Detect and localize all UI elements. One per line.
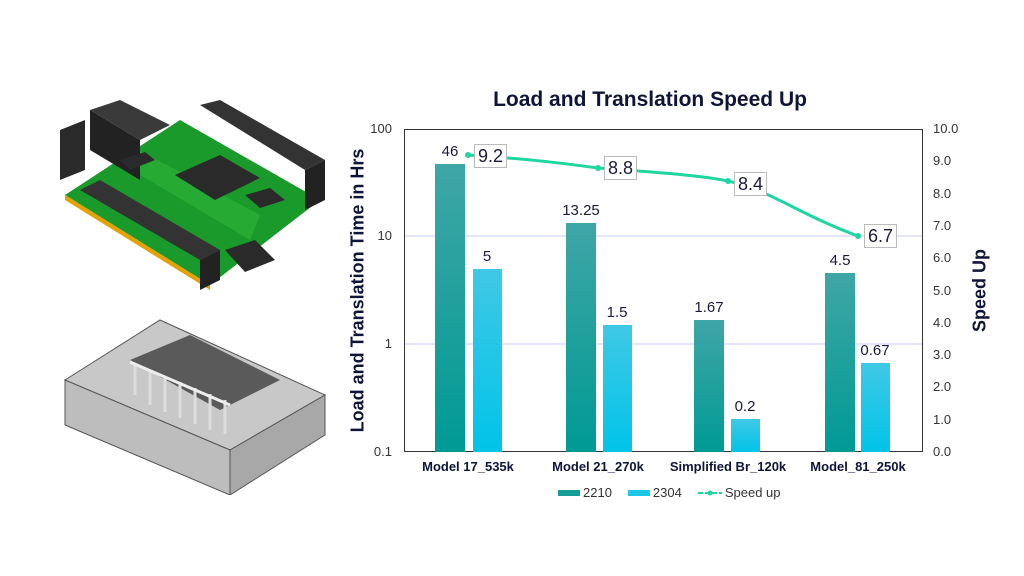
y-tick-right: 5.0 bbox=[933, 283, 952, 298]
y-tick-left: 100 bbox=[370, 121, 392, 136]
y-tick-right: 6.0 bbox=[933, 250, 952, 265]
legend-label: 2210 bbox=[583, 485, 612, 500]
bar-label-2304: 1.5 bbox=[606, 304, 628, 321]
y-tick-left: 0.1 bbox=[373, 444, 392, 459]
y-tick-right: 2.0 bbox=[933, 379, 952, 394]
speedup-label: 9.2 bbox=[474, 144, 508, 168]
chart-title: Load and Translation Speed Up bbox=[493, 88, 807, 111]
bar-2210-1 bbox=[566, 223, 596, 452]
bar-2304-3 bbox=[861, 363, 890, 452]
bar-2210-2 bbox=[694, 320, 724, 452]
bar-label-2210: 46 bbox=[441, 143, 459, 160]
speedup-label: 8.4 bbox=[734, 172, 768, 196]
speedup-label: 8.8 bbox=[604, 156, 638, 180]
bar-2304-0 bbox=[473, 269, 502, 452]
y-tick-right: 9.0 bbox=[933, 153, 952, 168]
legend-label: 2304 bbox=[652, 485, 682, 500]
x-category-label: Simplified Br_120k bbox=[669, 459, 787, 474]
bar-label-2304: 5 bbox=[482, 248, 492, 265]
x-category-label: Model 21_270k bbox=[552, 459, 644, 474]
y-tick-right: 10.0 bbox=[933, 121, 959, 136]
legend: 2210 2304 Speed up bbox=[558, 485, 781, 500]
bar-label-2210: 4.5 bbox=[829, 252, 851, 269]
legend-label: Speed up bbox=[724, 485, 781, 500]
y-tick-right: 8.0 bbox=[933, 186, 952, 201]
legend-item-2304: 2304 bbox=[627, 485, 682, 500]
legend-swatch-2304 bbox=[627, 489, 650, 496]
y-tick-right: 1.0 bbox=[933, 412, 952, 427]
bar-label-2210: 1.67 bbox=[694, 299, 724, 316]
legend-item-speedup: Speed up bbox=[697, 485, 781, 500]
legend-item-2210: 2210 bbox=[558, 485, 612, 500]
pcb-board-image bbox=[60, 100, 325, 290]
y-tick-left: 1 bbox=[384, 336, 392, 351]
plot-area bbox=[404, 129, 923, 452]
legend-line-marker-icon bbox=[697, 490, 722, 495]
y-tick-left: 10 bbox=[377, 228, 392, 243]
bar-label-2210: 13.25 bbox=[562, 202, 600, 219]
y-tick-right: 3.0 bbox=[933, 347, 952, 362]
bar-label-2304: 0.2 bbox=[734, 398, 756, 415]
x-category-label: Model 17_535k bbox=[422, 459, 514, 474]
legend-swatch-2210 bbox=[558, 489, 580, 496]
y-tick-right: 4.0 bbox=[933, 315, 952, 330]
x-category-label: Model_81_250k bbox=[810, 459, 906, 474]
speedup-line bbox=[467, 153, 859, 238]
y-tick-right: 0.0 bbox=[933, 444, 952, 459]
speedup-label: 6.7 bbox=[864, 224, 898, 248]
bar-2304-1 bbox=[603, 325, 632, 452]
enclosure-image bbox=[60, 310, 330, 496]
bar-label-2304: 0.67 bbox=[860, 342, 890, 359]
bar-2210-3 bbox=[825, 273, 855, 452]
bar-2210-0 bbox=[435, 164, 465, 452]
bar-2304-2 bbox=[731, 419, 760, 452]
y-tick-right: 7.0 bbox=[933, 218, 952, 233]
